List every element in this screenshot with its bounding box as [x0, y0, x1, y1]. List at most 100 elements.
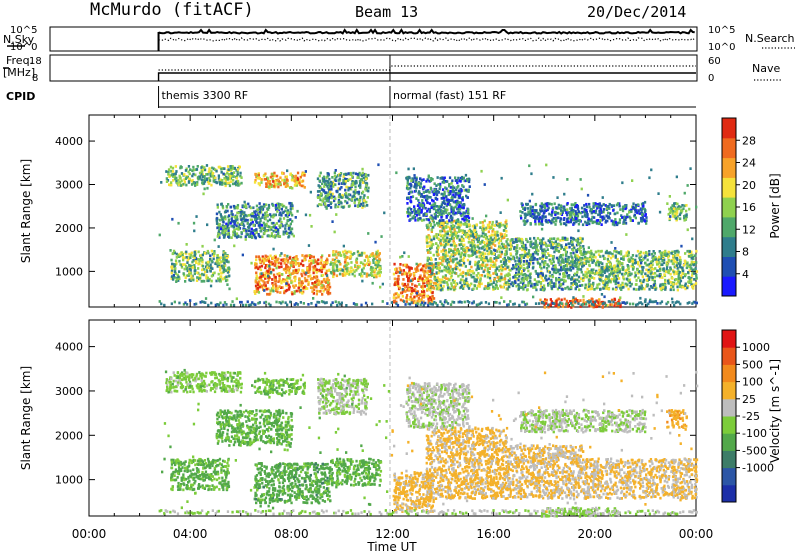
data-cell [676, 253, 679, 257]
data-cell [367, 189, 370, 193]
data-cell [180, 253, 183, 257]
data-cell [267, 185, 270, 189]
data-cell [470, 282, 473, 286]
data-cell [411, 291, 414, 295]
data-cell [365, 262, 368, 266]
data-cell [407, 279, 410, 283]
data-cell [672, 270, 675, 274]
data-cell [193, 272, 196, 276]
data-cell [637, 288, 641, 291]
data-cell [247, 214, 250, 217]
data-cell [555, 279, 558, 282]
data-cell [503, 277, 507, 281]
data-cell [235, 235, 239, 239]
data-cell [403, 282, 407, 286]
data-cell [355, 268, 358, 272]
data-cell [290, 203, 294, 207]
data-cell [453, 248, 456, 252]
data-cell [529, 258, 532, 262]
data-cell [540, 270, 543, 274]
data-cell [466, 258, 470, 262]
data-cell [328, 196, 331, 199]
data-cell [406, 286, 410, 289]
data-cell [213, 250, 216, 253]
data-cell [267, 278, 270, 282]
data-cell [521, 248, 524, 252]
data-cell [429, 288, 432, 292]
nsearch-tick-top: 10^5 [708, 25, 735, 36]
data-cell [364, 187, 367, 191]
data-cell [500, 242, 504, 246]
data-cell [218, 210, 221, 214]
data-cell [453, 267, 456, 270]
data-cell [466, 269, 469, 273]
data-cell [413, 212, 417, 215]
data-cell [439, 284, 442, 287]
data-cell [559, 239, 562, 242]
data-cell [379, 270, 382, 274]
data-cell [616, 270, 619, 274]
data-cell [306, 266, 309, 270]
data-cell [238, 223, 241, 227]
data-cell [654, 258, 657, 261]
data-cell [320, 256, 323, 259]
data-cell [255, 271, 258, 275]
data-cell [294, 263, 298, 266]
data-cell [426, 223, 429, 227]
data-cell [300, 283, 303, 287]
data-cell [462, 253, 466, 257]
data-cell [312, 255, 315, 259]
data-cell [504, 281, 508, 285]
data-cell [577, 258, 580, 262]
data-cell [231, 215, 234, 218]
data-cell [301, 274, 304, 278]
data-cell [559, 278, 562, 282]
data-cell [456, 249, 459, 252]
data-cell [314, 276, 317, 280]
data-cell [434, 234, 437, 238]
data-cell [620, 284, 623, 288]
data-cell [410, 289, 413, 293]
data-cell [252, 206, 255, 210]
data-cell [344, 195, 348, 199]
data-cell [444, 274, 447, 277]
data-cell [614, 274, 617, 278]
data-cell [455, 221, 458, 225]
data-cell [693, 272, 696, 275]
data-cell [619, 286, 622, 290]
data-cell [333, 272, 336, 276]
data-cell [208, 260, 211, 264]
data-cell [188, 177, 191, 181]
data-cell [208, 168, 211, 171]
data-cell [663, 258, 666, 262]
data-cell [270, 183, 273, 187]
data-cell [607, 268, 610, 272]
data-cell [253, 235, 257, 239]
data-cell [549, 303, 552, 307]
data-cell [254, 179, 257, 182]
data-cell [237, 225, 240, 229]
data-cell [606, 280, 610, 284]
data-cell [492, 285, 495, 289]
data-cell [557, 243, 560, 246]
data-cell [593, 277, 596, 280]
data-cell [303, 258, 306, 262]
data-cell [281, 211, 284, 215]
data-cell [486, 226, 489, 230]
data-cell [553, 250, 556, 254]
data-cell [485, 255, 488, 259]
data-cell [592, 305, 595, 309]
data-cell [257, 267, 260, 271]
data-cell [327, 183, 330, 186]
data-cell [417, 297, 420, 300]
data-cell [271, 278, 274, 281]
data-cell [442, 259, 445, 263]
data-cell [677, 262, 681, 265]
data-cell [274, 203, 278, 207]
data-cell [639, 253, 642, 257]
data-cell [526, 240, 529, 244]
data-cell [372, 261, 375, 264]
data-cell [648, 263, 651, 266]
data-cell [377, 271, 380, 274]
data-cell [436, 246, 439, 250]
